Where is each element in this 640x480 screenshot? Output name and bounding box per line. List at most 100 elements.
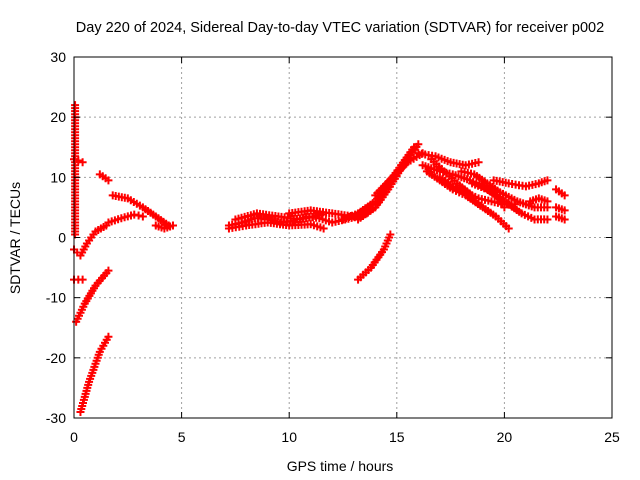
data-point-fill [373,175,395,198]
data-point-fill [502,199,524,216]
x-tick-label: 0 [70,429,78,445]
data-point-fill [425,169,442,183]
data-point-fill [516,198,536,211]
series-arc-23 [427,155,477,200]
data-point-fill [120,211,135,222]
series-arc-25 [468,179,552,224]
data-point [474,158,483,167]
data-point [319,224,328,233]
data-point-fill [381,233,394,251]
data-point [104,266,113,275]
data-point [543,197,552,206]
data-point-fill [78,242,90,257]
y-tick-label: -10 [46,290,66,306]
data-point-fill [464,159,480,169]
x-tick-label: 15 [389,429,405,445]
series-arc-13 [231,209,326,224]
data-point-fill [537,195,549,205]
data-point-fill [356,199,377,216]
series-arc-15 [354,230,395,284]
series-arc-30 [552,212,569,224]
data-point-fill [554,213,566,223]
x-tick-label: 25 [604,429,620,445]
data-point-fill [469,177,484,189]
data-point-fill [94,223,108,234]
data-point-fill [390,160,410,180]
y-tick-label: 10 [50,169,66,185]
data-point-fill [356,205,377,222]
data-point-fill [442,169,459,185]
data-point-fill [93,269,111,288]
data-point-fill [318,215,333,226]
data-point-fill [525,180,540,190]
y-tick-label: -20 [46,350,66,366]
series-arc-6 [76,332,113,416]
chart-title: Day 220 of 2024, Sidereal Day-to-day VTE… [76,20,604,36]
data-point [168,221,177,230]
series-arc-19 [414,149,483,170]
series-arc-27 [526,194,552,206]
data-point [104,332,113,341]
data-point-fill [455,181,474,198]
data-point [104,176,113,185]
data-point-fill [537,177,549,187]
data-point-fill [451,171,472,184]
data-point [414,140,423,149]
data-points [70,101,569,416]
data-point [74,156,83,165]
data-point [468,191,477,200]
data-point-fill [126,196,144,210]
x-tick-label: 10 [281,429,297,445]
data-point-fill [472,172,489,186]
y-tick-label: 30 [50,49,66,65]
data-point-fill [368,248,386,269]
series-arc-5 [72,266,113,326]
data-point-fill [309,221,325,232]
data-point-fill [471,180,489,193]
data-point-fill [241,215,256,226]
series-arc-29 [552,203,569,215]
data-point-fill [373,187,391,209]
data-point-fill [481,205,498,219]
data-point [543,176,552,185]
data-point-fill [477,195,493,205]
data-point-fill [520,210,536,222]
data-point-fill [163,222,175,232]
data-point-fill [485,181,502,195]
data-point-fill [331,216,346,226]
data-point-fill [85,230,98,245]
data-point-fill [342,210,360,223]
data-point-fill [533,203,549,212]
data-point [560,215,569,224]
x-axis-label: GPS time / hours [287,458,394,474]
axis-ticks: 0 5 10 15 20 25 -30 -20 -10 0 10 20 30 [46,49,620,445]
y-tick-label: 0 [58,230,66,246]
data-point-fill [499,189,519,204]
data-point-fill [254,214,269,224]
data-point-fill [434,153,452,166]
data-point-fill [82,284,98,306]
data-point-fill [98,172,110,183]
data-point [560,206,569,215]
data-point-fill [86,350,103,383]
x-tick-label: 5 [178,429,186,445]
data-point-fill [141,205,158,219]
data-point-fill [438,175,455,189]
data-point-fill [154,222,166,232]
series-arc-9 [104,210,147,227]
y-tick-label: -30 [46,410,66,426]
data-point [138,212,147,221]
series-arc-18 [371,149,427,200]
data-point-fill [73,302,88,323]
grid [74,57,612,418]
series-arc-7 [95,170,113,185]
series-arc-10 [151,221,177,233]
data-point-fill [490,198,506,208]
data-point [543,215,552,224]
data-point [560,191,569,200]
data-point [504,224,513,233]
data-point-fill [494,214,511,231]
data-point-fill [97,335,111,353]
